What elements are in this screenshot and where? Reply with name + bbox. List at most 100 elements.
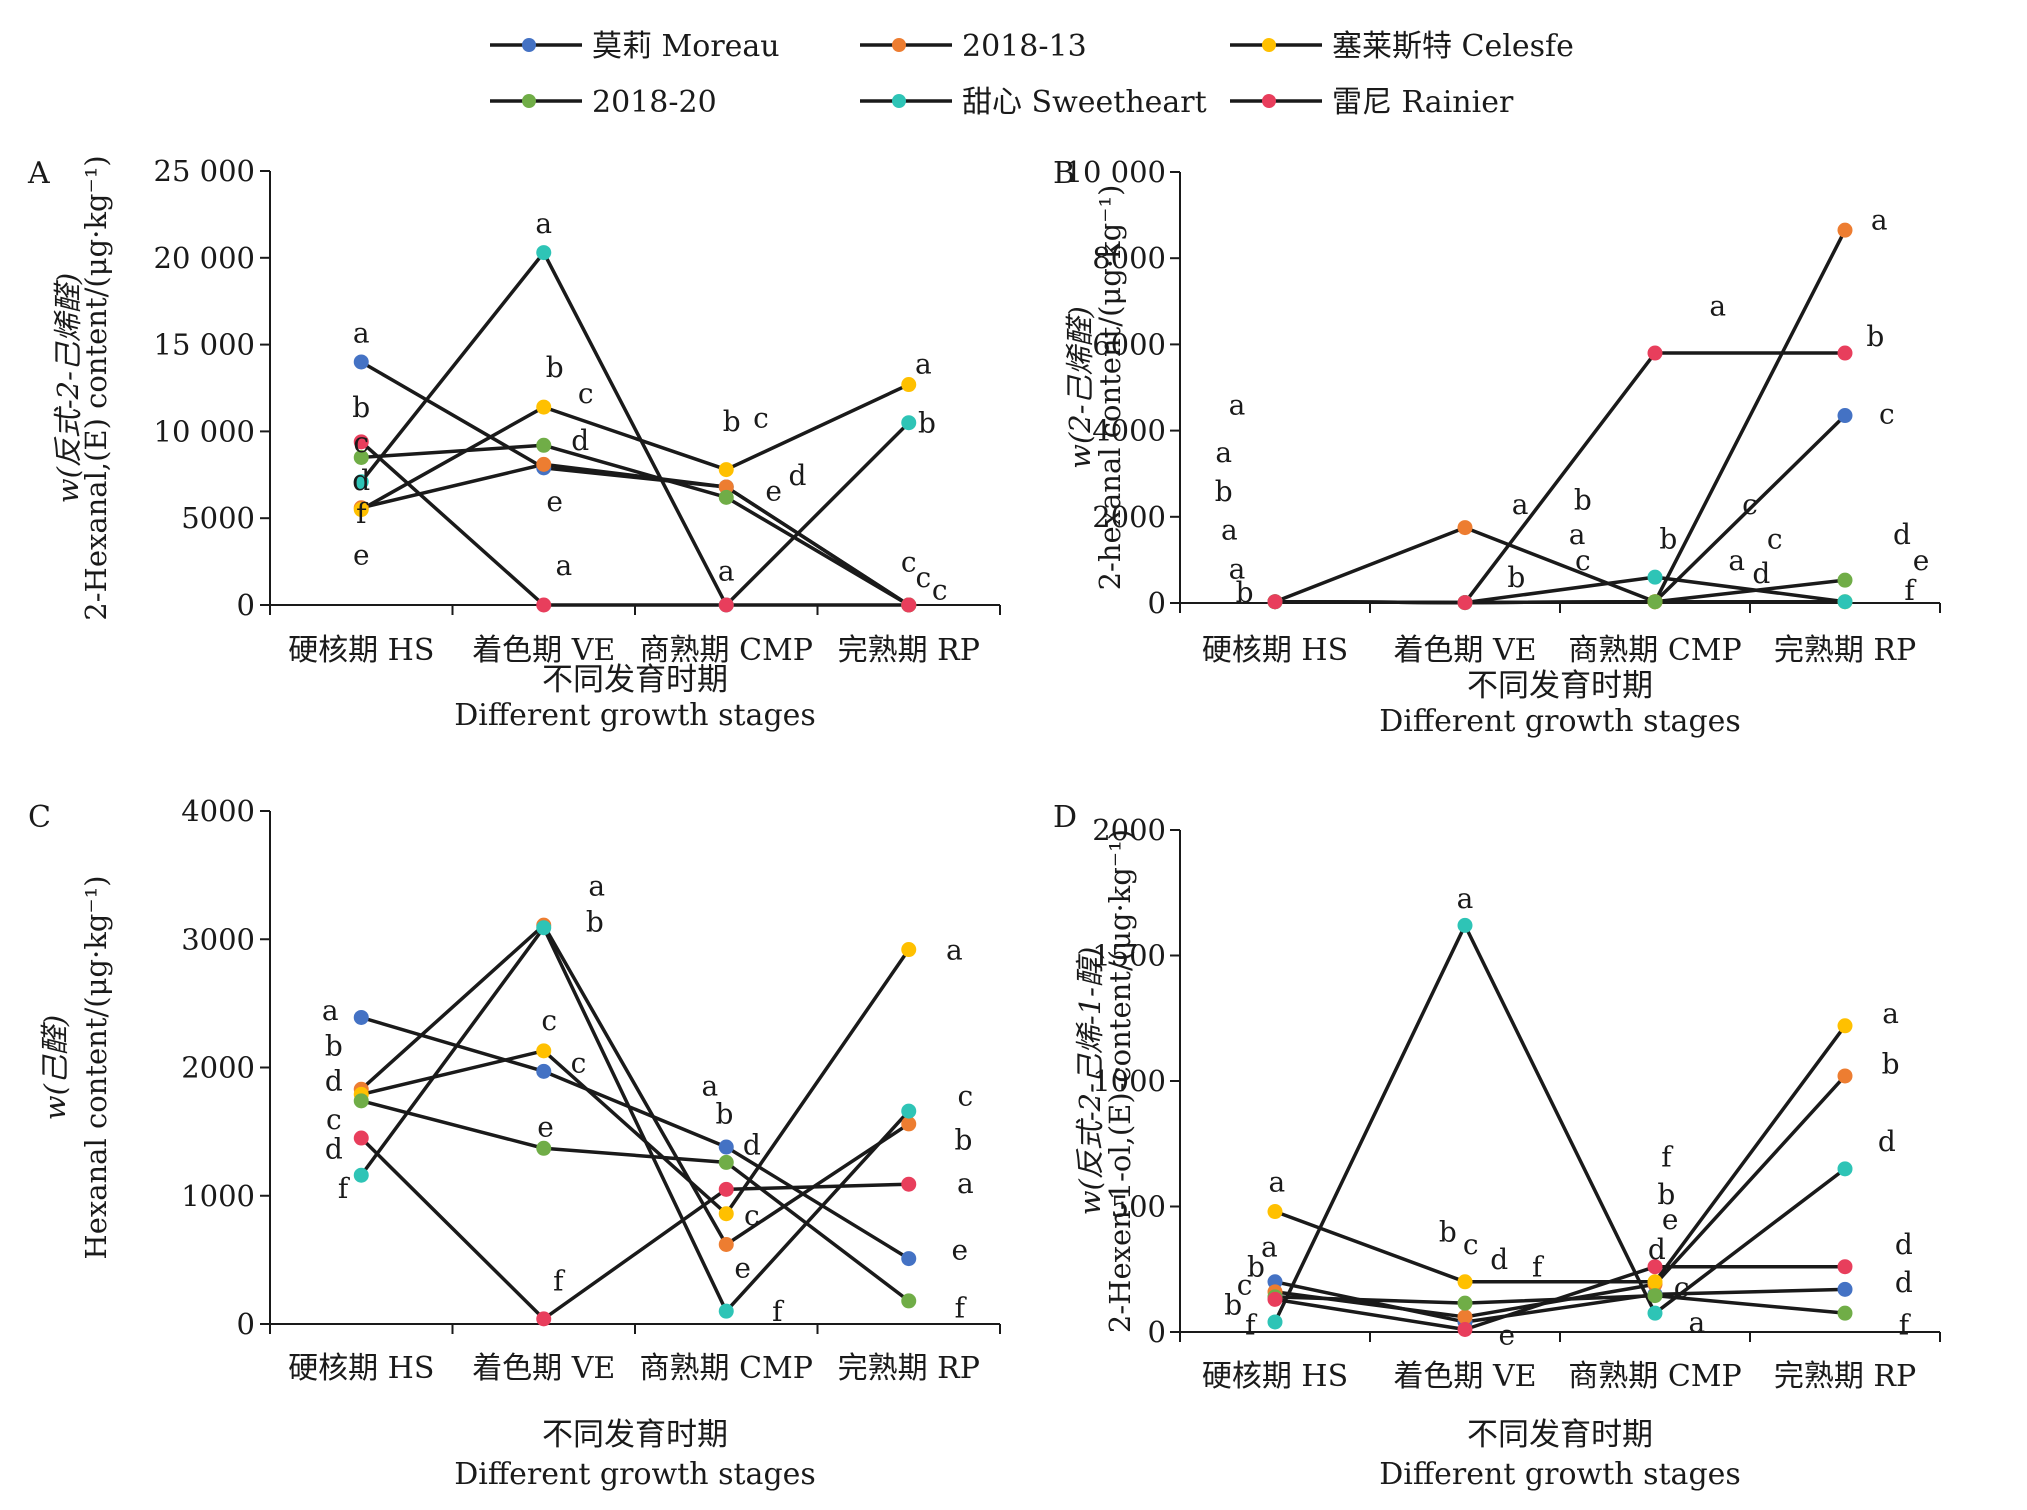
y-axis-title-en: 2-Hexen-1-ol,(E)-content/(μg·kg⁻¹)	[1103, 829, 1137, 1333]
series-lines	[359, 923, 911, 1321]
significance-letter: b	[1657, 1178, 1675, 1211]
x-tick-label: 完熟期 RP	[838, 633, 980, 668]
significance-letter: a	[1688, 1306, 1705, 1339]
data-point	[1457, 595, 1473, 611]
data-point	[1837, 1259, 1853, 1275]
significance-letter: f	[553, 1264, 566, 1297]
significance-letter: c	[1742, 488, 1758, 521]
significance-letter: a	[535, 207, 552, 240]
significance-letter: c	[1767, 522, 1783, 555]
data-point	[901, 597, 917, 613]
data-point	[901, 377, 917, 393]
data-point	[353, 1130, 369, 1146]
significance-letter: b	[1659, 522, 1677, 555]
data-point	[718, 479, 734, 495]
significance-letter: a	[588, 869, 605, 902]
data-point	[1837, 1161, 1853, 1177]
significance-letter: f	[1899, 1308, 1912, 1341]
y-axis-title-cn: w(己醛)	[38, 1015, 72, 1120]
x-tick-label: 着色期 VE	[1393, 1359, 1536, 1394]
data-point	[1457, 1309, 1473, 1325]
x-axis-title-cn: 不同发育时期	[542, 1417, 728, 1453]
significance-letter: c	[1879, 397, 1895, 430]
significance-letter: b	[586, 905, 604, 938]
significance-letter: a	[1221, 514, 1238, 547]
significance-letter: c	[1463, 1228, 1479, 1261]
data-point	[353, 449, 369, 465]
significance-letter: a	[946, 934, 963, 967]
legend-label: 甜心 Sweetheart	[962, 85, 1207, 120]
significance-letter: c	[326, 1103, 342, 1136]
x-axis-title-cn: 不同发育时期	[542, 662, 728, 698]
panel-label: C	[28, 800, 51, 835]
significance-letter: d	[1752, 557, 1770, 590]
legend-label: 雷尼 Rainier	[1332, 85, 1514, 120]
data-point	[1837, 1018, 1853, 1034]
significance-letter: c	[1575, 544, 1591, 577]
significance-letter: a	[1215, 436, 1232, 469]
legend-marker	[1262, 94, 1276, 108]
significance-letter: d	[788, 459, 806, 492]
x-axis-title-en: Different growth stages	[454, 1457, 816, 1492]
significance-letter: c	[957, 1080, 973, 1113]
data-point	[1647, 1288, 1663, 1304]
data-point	[1837, 222, 1853, 238]
data-point	[718, 1181, 734, 1197]
x-tick-label: 完熟期 RP	[1774, 1359, 1916, 1394]
legend-marker	[1262, 38, 1276, 52]
y-tick-label: 10 000	[1065, 155, 1166, 189]
data-point	[353, 474, 369, 490]
y-tick-label: 1500	[1092, 939, 1166, 973]
panel-label: A	[27, 156, 50, 191]
significance-letter: f	[772, 1295, 785, 1328]
significance-letter: c	[753, 402, 769, 435]
series-line-1	[360, 462, 910, 607]
y-tick-label: 25 000	[154, 154, 255, 188]
series-line-2	[360, 948, 911, 1216]
data-point	[536, 1140, 552, 1156]
significance-letter: a	[555, 549, 572, 582]
data-point	[1457, 1321, 1473, 1337]
data-point	[536, 1311, 552, 1327]
x-tick-label: 硬核期 HS	[1202, 1359, 1348, 1394]
significance-letter: e	[734, 1252, 751, 1285]
data-point	[1647, 1305, 1663, 1321]
significance-letter: b	[1439, 1216, 1457, 1249]
x-axis-title-cn: 不同发育时期	[1467, 1417, 1653, 1453]
x-tick-label: 商熟期 CMP	[640, 633, 813, 668]
x-tick-label: 着色期 VE	[1393, 633, 1536, 668]
y-tick-label: 6000	[1092, 327, 1166, 361]
significance-letter: e	[1499, 1319, 1516, 1352]
legend-label: 2018-20	[592, 85, 717, 120]
data-point	[1457, 1295, 1473, 1311]
x-tick-label: 商熟期 CMP	[1568, 1359, 1741, 1394]
y-tick-label: 2000	[1092, 500, 1166, 534]
y-axis-title-cn: w(反式-2-己烯醛)	[51, 273, 85, 504]
data-point	[1647, 1259, 1663, 1275]
data-point	[1267, 1314, 1283, 1330]
significance-letter: c	[541, 1004, 557, 1037]
y-tick-label: 1000	[181, 1179, 255, 1213]
data-point	[536, 245, 552, 261]
y-axis-title-cn: w(反式-2-己烯-1-醇)	[1073, 947, 1107, 1216]
data-point	[1837, 594, 1853, 610]
series-line-5	[360, 1136, 909, 1321]
significance-letter: b	[918, 407, 936, 440]
legend-item-5: 雷尼 Rainier	[1230, 85, 1514, 120]
significance-letter: b	[955, 1123, 973, 1156]
series-lines	[1273, 923, 1847, 1332]
series-line-1	[360, 923, 910, 1247]
significance-letter: a	[1229, 553, 1246, 586]
significance-letter: c	[1674, 1271, 1690, 1304]
significance-letter: d	[1895, 1228, 1913, 1261]
legend-label: 塞莱斯特 Celesfe	[1332, 29, 1574, 64]
series-line-0	[360, 1015, 910, 1261]
data-point	[1647, 594, 1663, 610]
significance-letter: c	[578, 377, 594, 410]
data-point	[536, 399, 552, 415]
significance-letter: b	[352, 391, 370, 424]
significance-letter: a	[322, 994, 339, 1027]
significance-letter: c	[916, 561, 932, 594]
